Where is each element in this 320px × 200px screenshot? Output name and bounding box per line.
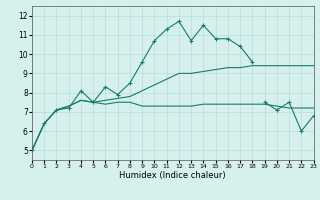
X-axis label: Humidex (Indice chaleur): Humidex (Indice chaleur) [119, 171, 226, 180]
